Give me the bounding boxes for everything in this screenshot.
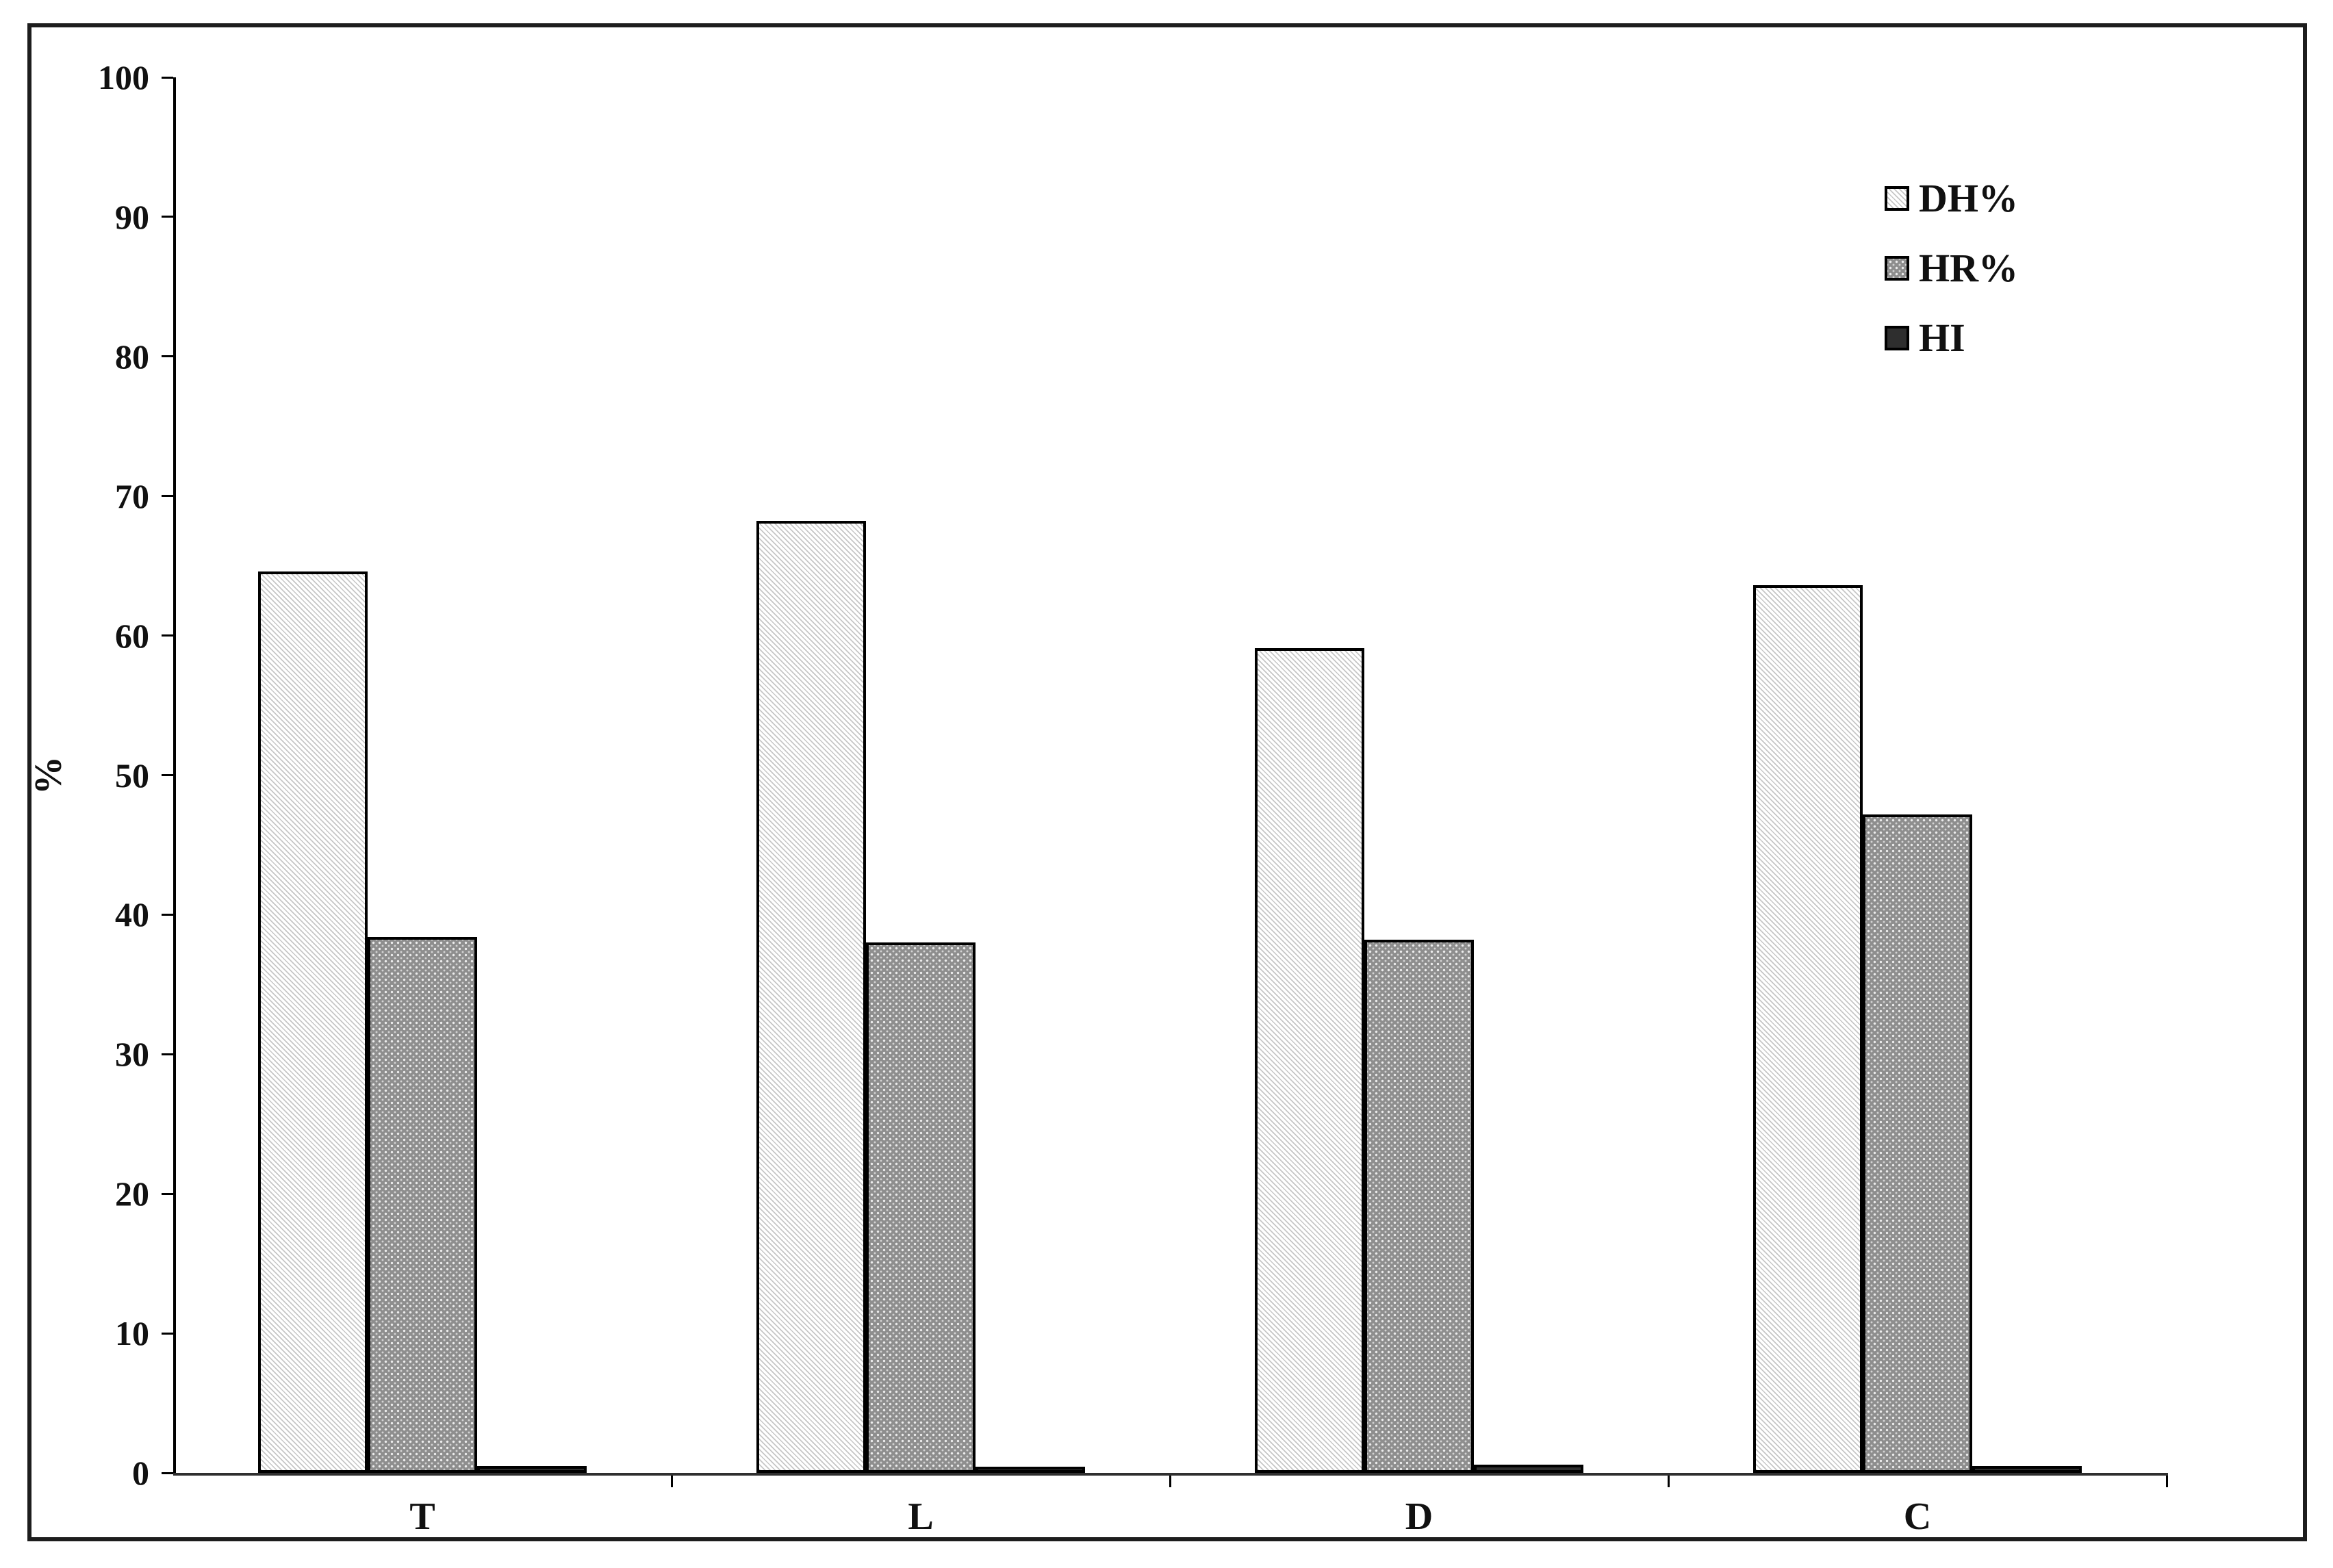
y-tick <box>162 1471 173 1474</box>
legend-swatch-hr-icon <box>1885 256 1909 281</box>
y-tick <box>162 634 173 637</box>
bar-hr-l <box>866 942 976 1473</box>
legend-label-hr: HR% <box>1919 246 2018 290</box>
y-tick-label: 10 <box>115 1314 149 1353</box>
x-category-label: L <box>908 1495 934 1538</box>
y-tick <box>162 1053 173 1055</box>
y-tick-label: 90 <box>115 197 149 236</box>
bar-dh-l <box>756 521 866 1473</box>
x-tick <box>2165 1476 2168 1487</box>
bar-hr-c <box>1863 814 1972 1473</box>
legend-item-dh: DH% <box>1885 178 2018 219</box>
bar-dh-t <box>258 571 368 1473</box>
x-axis-line <box>173 1473 2168 1476</box>
y-tick-label: 0 <box>132 1454 149 1492</box>
legend-swatch-hi-icon <box>1885 326 1909 350</box>
x-tick <box>1169 1476 1171 1487</box>
y-tick-label: 70 <box>115 476 149 515</box>
bar-hi-d <box>1474 1464 1583 1473</box>
y-tick <box>162 913 173 916</box>
y-axis-line <box>173 77 176 1476</box>
x-tick <box>1667 1476 1670 1487</box>
x-category-label: D <box>1405 1495 1433 1538</box>
legend-item-hr: HR% <box>1885 248 2018 289</box>
y-tick-label: 50 <box>115 756 149 795</box>
bar-dh-d <box>1255 647 1364 1473</box>
bar-hr-t <box>368 937 477 1473</box>
y-tick-label: 40 <box>115 895 149 934</box>
y-tick-label: 30 <box>115 1035 149 1074</box>
x-tick <box>670 1476 673 1487</box>
figure-border <box>27 23 2307 1541</box>
legend-label-dh: DH% <box>1919 176 2018 220</box>
bar-hi-t <box>477 1465 587 1473</box>
y-tick <box>162 355 173 358</box>
x-category-label: T <box>409 1495 435 1538</box>
y-tick <box>162 774 173 776</box>
bar-hi-l <box>976 1467 1085 1473</box>
legend-swatch-dh-icon <box>1885 186 1909 211</box>
y-tick <box>162 495 173 498</box>
y-tick <box>162 216 173 218</box>
bar-dh-c <box>1753 585 1863 1473</box>
y-tick <box>162 1332 173 1335</box>
bar-hr-d <box>1364 940 1474 1473</box>
y-tick-label: 100 <box>98 58 149 97</box>
y-tick <box>162 1192 173 1195</box>
y-axis-title: % <box>27 756 70 795</box>
legend-label-hi: HI <box>1919 316 1965 360</box>
y-tick-label: 60 <box>115 616 149 655</box>
legend-item-hi: HI <box>1885 318 1965 359</box>
y-tick <box>162 76 173 79</box>
bar-hi-c <box>1972 1465 2082 1473</box>
x-category-label: C <box>1903 1495 1932 1538</box>
y-tick-label: 80 <box>115 337 149 376</box>
y-tick-label: 20 <box>115 1174 149 1213</box>
